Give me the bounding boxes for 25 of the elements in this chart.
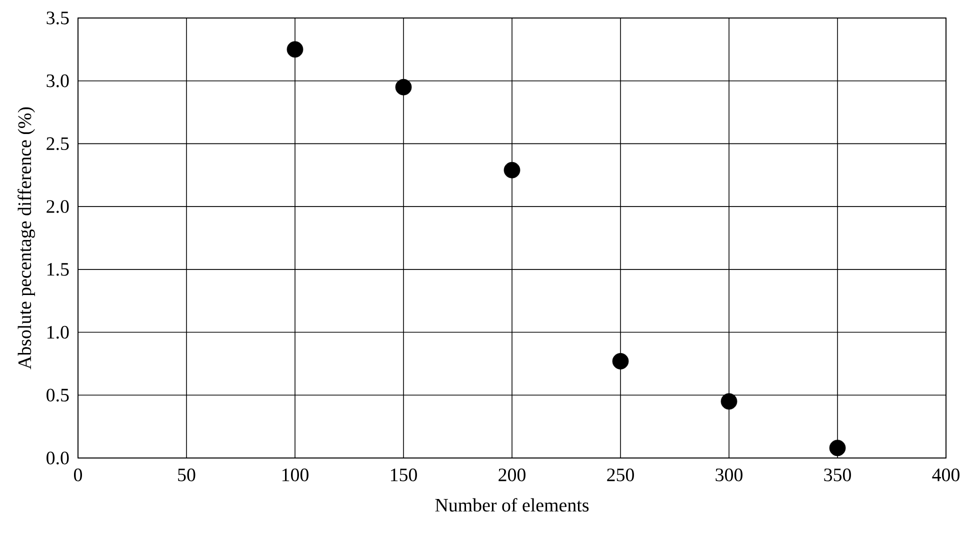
x-tick-label: 250 <box>607 468 634 482</box>
point <box>286 41 304 58</box>
y-tick-label: 1.0 <box>47 326 69 339</box>
y-axis-title: Absolute pecentage difference (%) <box>18 107 36 370</box>
point <box>612 353 629 370</box>
y-tick-label: 3.5 <box>46 12 69 24</box>
x-tick-label: 350 <box>824 468 851 482</box>
y-tick-label: 0.0 <box>46 452 69 464</box>
x-tick-label: 200 <box>498 468 526 482</box>
point <box>395 78 412 96</box>
x-tick-label: 100 <box>282 468 308 482</box>
y-tick-label: 1.5 <box>47 263 69 276</box>
x-axis-title: Number of elements <box>435 498 589 512</box>
y-tick-label: 0.5 <box>46 388 69 402</box>
x-tick-label: 300 <box>716 468 742 482</box>
point <box>720 393 738 410</box>
y-tick-label: 2.0 <box>46 200 69 213</box>
x-tick-label: 400 <box>932 468 960 482</box>
y-tick-label: 2.5 <box>46 137 69 150</box>
point <box>504 162 520 178</box>
y-tick-label: 3.0 <box>46 74 69 88</box>
point <box>829 440 846 456</box>
x-tick-label: 150 <box>390 468 417 482</box>
x-tick-label: 50 <box>178 468 196 482</box>
x-tick-label: 0 <box>74 468 82 482</box>
